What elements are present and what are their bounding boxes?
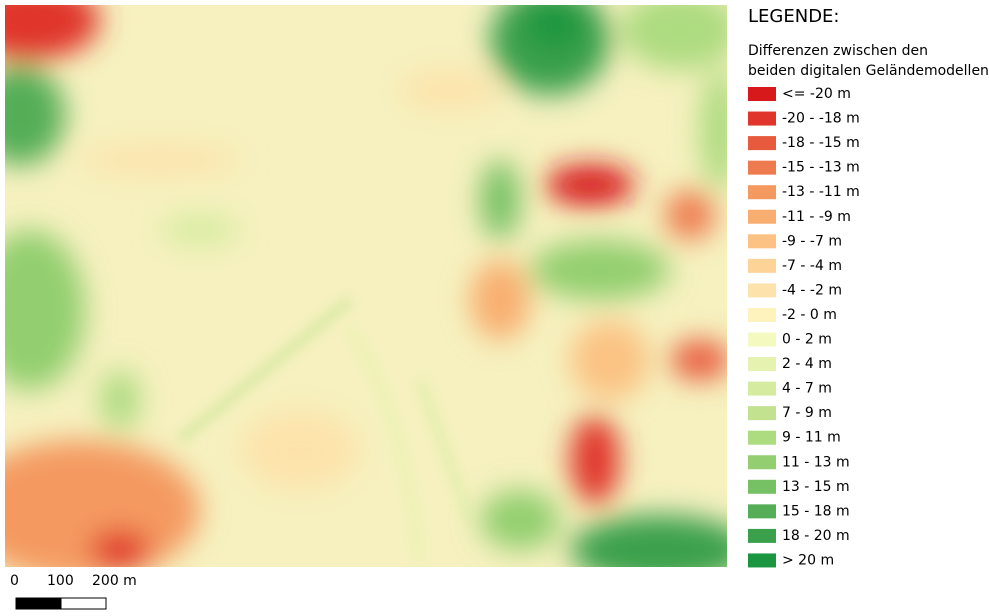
legend-label: -20 - -18 m <box>782 111 860 127</box>
legend-label: 18 - 20 m <box>782 528 850 544</box>
scale-bar: 0 100 200 m <box>10 573 137 610</box>
legend-label: -18 - -15 m <box>782 135 860 151</box>
scale-segment <box>15 597 62 610</box>
legend-label: 2 - 4 m <box>782 356 832 372</box>
legend-swatch <box>748 283 776 298</box>
legend-subtitle: Differenzen zwischen den <box>748 43 928 59</box>
scale-label: 100 <box>47 573 74 589</box>
legend-swatch <box>748 160 776 175</box>
legend-title: LEGENDE: <box>748 6 840 27</box>
legend-label: <= -20 m <box>782 86 851 102</box>
legend-swatch <box>748 528 776 543</box>
legend-swatch <box>748 479 776 494</box>
legend-label: 0 - 2 m <box>782 332 832 348</box>
scale-label: 200 m <box>92 573 137 589</box>
legend-label: -9 - -7 m <box>782 233 842 249</box>
legend-label: -13 - -11 m <box>782 184 860 200</box>
legend-label: 15 - 18 m <box>782 503 850 519</box>
legend-swatch <box>748 87 776 101</box>
legend-swatch <box>748 430 776 445</box>
legend-swatch <box>748 455 776 470</box>
legend-swatch <box>748 111 776 126</box>
legend-swatch <box>748 307 776 322</box>
legend: Differenzen zwischen den beiden digitalen… <box>748 43 989 568</box>
legend-subtitle: beiden digitalen Geländemodellen <box>748 63 989 79</box>
legend-swatch <box>748 406 776 421</box>
legend-label: -15 - -13 m <box>782 160 860 176</box>
legend-swatch <box>748 504 776 519</box>
legend-swatch <box>748 209 776 224</box>
legend-swatch <box>748 185 776 200</box>
map-raster <box>5 5 727 567</box>
legend-label: -4 - -2 m <box>782 282 842 298</box>
legend-swatch <box>748 258 776 273</box>
scale-segment <box>60 597 107 610</box>
legend-label: -7 - -4 m <box>782 258 842 274</box>
legend-swatch <box>748 136 776 151</box>
legend-label: 11 - 13 m <box>782 454 850 470</box>
legend-label: -11 - -9 m <box>782 209 851 225</box>
legend-label: 13 - 15 m <box>782 479 850 495</box>
legend-label: 9 - 11 m <box>782 430 841 446</box>
scale-label: 0 <box>10 573 19 589</box>
legend-swatch <box>748 332 776 347</box>
legend-label: -2 - 0 m <box>782 307 837 323</box>
legend-label: 4 - 7 m <box>782 381 832 397</box>
legend-swatch <box>748 553 776 568</box>
legend-swatch <box>748 381 776 396</box>
legend-swatch <box>748 357 776 372</box>
legend-label: 7 - 9 m <box>782 405 832 421</box>
legend-swatch <box>748 234 776 249</box>
legend-label: > 20 m <box>782 552 834 568</box>
